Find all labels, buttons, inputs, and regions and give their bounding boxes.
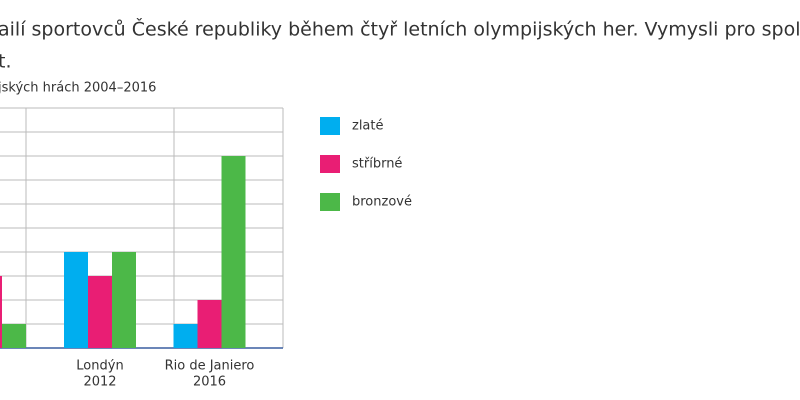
x-tick-label: 2012 [83, 375, 116, 390]
bar [64, 252, 88, 348]
x-tick-label: Rio de Janiero [165, 359, 255, 374]
legend-label: zlaté [352, 119, 384, 134]
question-line: ailí sportovců České republiky během čty… [0, 17, 800, 41]
bar [221, 156, 246, 348]
bar [112, 252, 136, 348]
x-tick-label: 2016 [193, 375, 226, 390]
legend-swatch [320, 155, 340, 173]
bar [2, 324, 26, 348]
chart-title: jských hrách 2004–2016 [0, 81, 156, 96]
bar [197, 300, 222, 348]
bar [0, 276, 2, 348]
bar [88, 276, 112, 348]
bar [173, 324, 198, 348]
question-line: t. [0, 51, 12, 73]
legend-label: stříbrné [352, 157, 402, 172]
x-tick-label: Londýn [76, 359, 123, 374]
legend-swatch [320, 193, 340, 211]
legend-label: bronzové [352, 195, 412, 210]
legend-swatch [320, 117, 340, 135]
